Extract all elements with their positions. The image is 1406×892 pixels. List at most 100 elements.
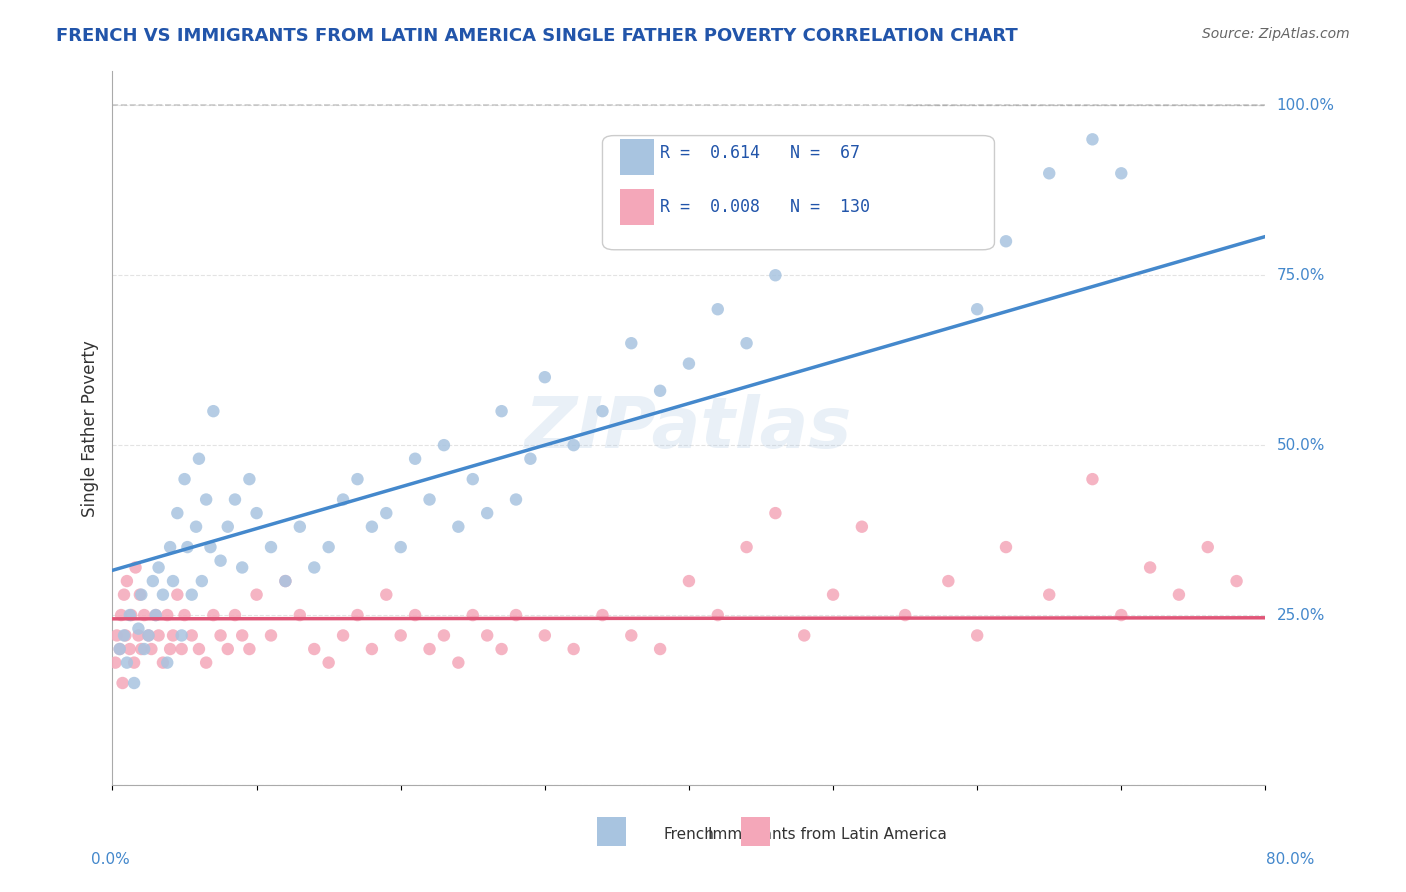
Point [134,642,156,657]
Point [148,628,170,642]
Point [170,628,193,642]
Point [173,608,195,623]
Point [156,608,179,623]
Point [260,540,283,554]
Point [707,608,730,623]
Point [115,656,138,670]
Point [519,451,541,466]
Point [851,519,873,533]
Point [491,642,513,657]
Point [620,628,643,642]
Point [224,608,246,623]
Point [105,628,128,642]
Point [122,676,145,690]
Point [217,519,239,533]
Point [1038,588,1060,602]
Point [124,560,146,574]
Point [129,642,153,657]
Point [118,642,141,657]
Point [936,574,959,588]
Point [346,608,368,623]
Point [162,574,184,588]
Point [127,622,149,636]
Point [1111,166,1133,180]
FancyBboxPatch shape [603,136,994,250]
Point [375,506,398,520]
Point [195,656,218,670]
Point [200,540,222,554]
Point [148,560,170,574]
Point [238,642,260,657]
Point [505,608,527,623]
Bar [620,189,654,225]
Point [419,642,441,657]
Point [202,404,225,418]
Point [620,336,643,351]
Point [114,628,136,642]
Point [360,642,382,657]
Point [678,357,700,371]
Point [650,384,672,398]
Text: 100.0%: 100.0% [1277,98,1334,113]
Point [447,519,470,533]
Text: 0.0%: 0.0% [91,852,131,867]
Text: 50.0%: 50.0% [1277,438,1324,452]
Point [1197,540,1219,554]
Point [433,628,456,642]
Point [894,608,917,623]
Point [209,628,232,642]
Point [1038,166,1060,180]
Point [1167,588,1189,602]
Point [170,642,193,657]
Point [592,608,614,623]
Point [180,628,202,642]
Point [162,628,184,642]
Point [134,608,156,623]
Point [288,519,311,533]
Text: R =  0.614   N =  67: R = 0.614 N = 67 [661,145,860,162]
Point [966,628,988,642]
Point [108,642,131,657]
Point [238,472,260,486]
Point [375,588,398,602]
Text: 75.0%: 75.0% [1277,268,1324,283]
Point [195,492,218,507]
Point [491,404,513,418]
Point [821,588,844,602]
Text: French: French [664,828,714,842]
Point [138,628,160,642]
Point [202,608,225,623]
Bar [741,817,769,846]
Point [318,540,340,554]
Point [288,608,311,623]
Point [304,560,326,574]
Point [145,608,167,623]
Point [152,656,174,670]
Point [995,234,1018,248]
Point [389,540,412,554]
Point [1139,560,1161,574]
Text: R =  0.008   N =  130: R = 0.008 N = 130 [661,198,870,216]
Point [246,506,269,520]
Point [141,642,163,657]
Point [475,506,499,520]
Point [894,200,917,214]
Point [231,560,253,574]
Point [765,268,787,283]
Point [127,628,149,642]
Point [217,642,239,657]
Point [505,492,527,507]
Point [159,540,181,554]
Bar [596,817,626,846]
Point [433,438,456,452]
Point [966,302,988,317]
Point [419,492,441,507]
Point [332,628,354,642]
Point [188,642,211,657]
Point [188,451,211,466]
Point [122,656,145,670]
Point [735,540,758,554]
Point [209,554,232,568]
Point [142,574,165,588]
Point [389,628,412,642]
